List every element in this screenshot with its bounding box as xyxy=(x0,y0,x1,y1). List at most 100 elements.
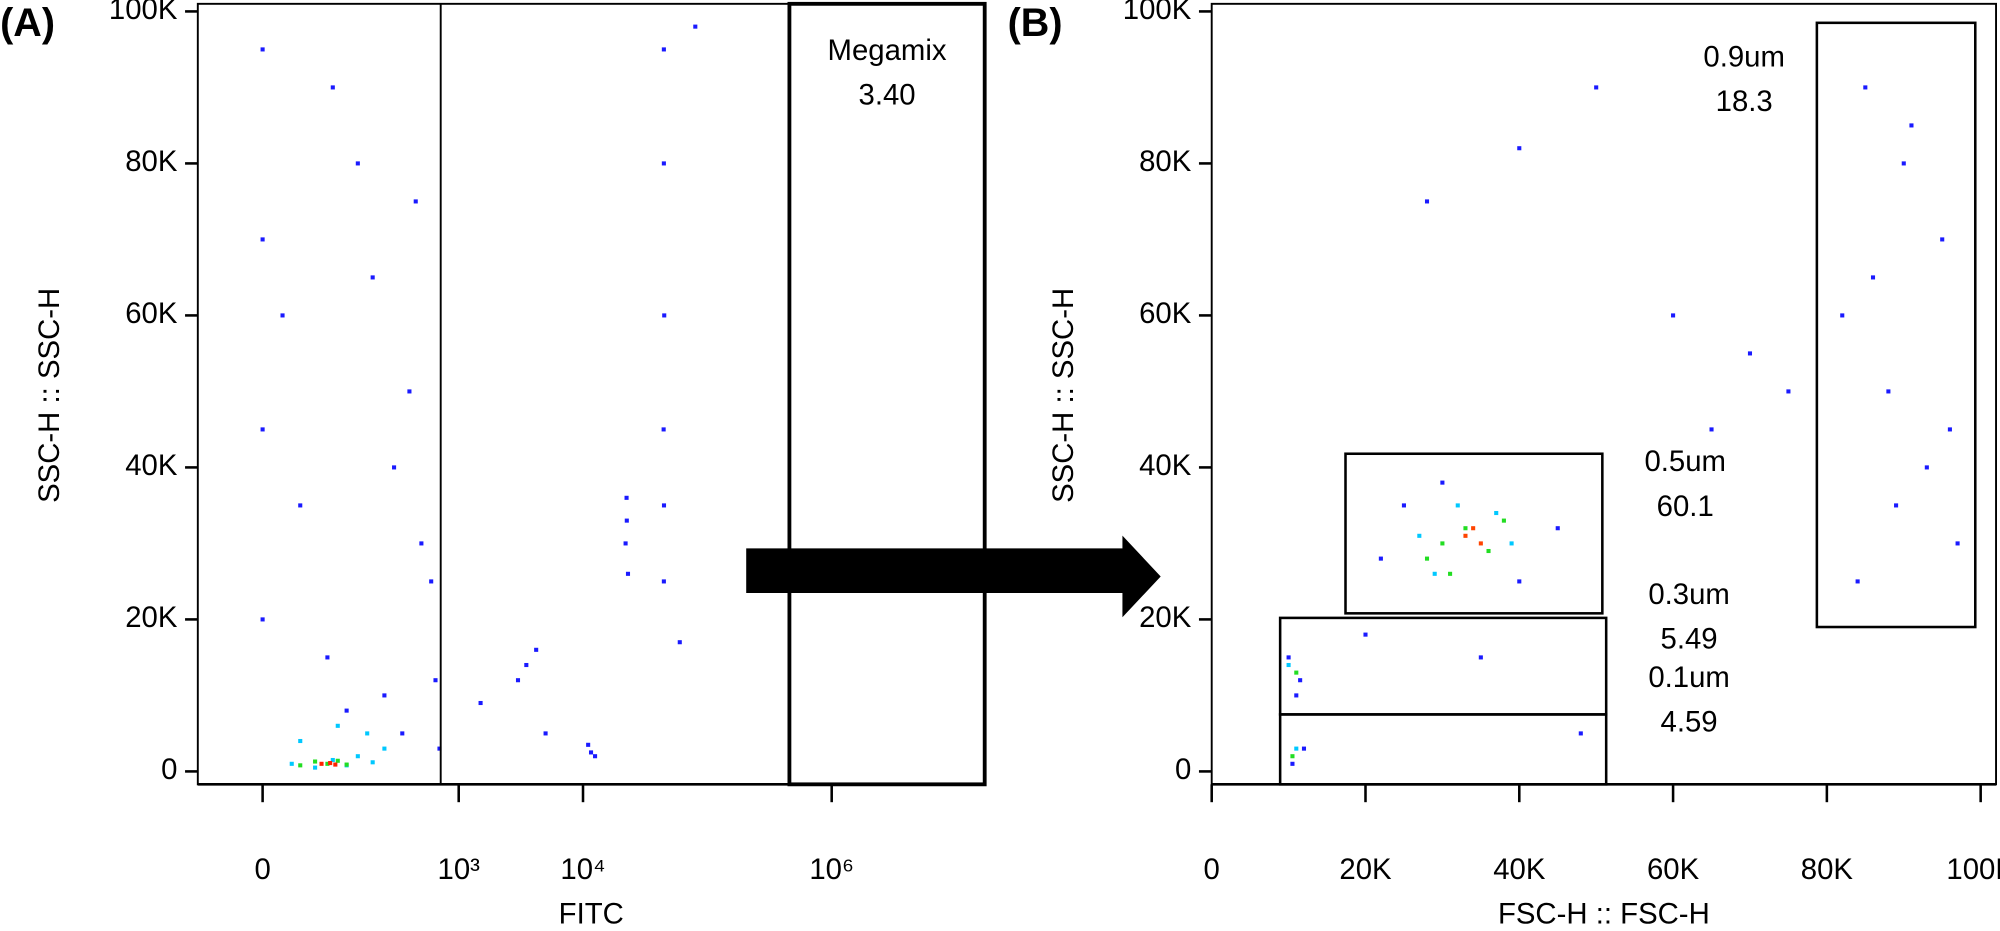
point xyxy=(624,518,629,523)
gate xyxy=(1815,21,1977,629)
point xyxy=(1517,146,1522,151)
point xyxy=(623,541,628,546)
point xyxy=(1290,754,1295,759)
point xyxy=(382,693,387,698)
point xyxy=(515,678,521,683)
point xyxy=(1478,655,1483,660)
point xyxy=(1747,351,1753,356)
point xyxy=(1578,731,1583,736)
point xyxy=(1863,85,1868,90)
x-tick-label: 10³ xyxy=(438,853,481,886)
gate xyxy=(787,1,987,787)
point xyxy=(1909,123,1914,128)
point xyxy=(1709,427,1714,432)
point xyxy=(355,754,360,759)
x-tick-label: 80K xyxy=(1801,853,1854,886)
point xyxy=(1290,761,1295,766)
point xyxy=(298,738,303,744)
point xyxy=(1378,556,1383,561)
x-axis-title: FITC xyxy=(559,897,624,930)
gate-value: 4.59 xyxy=(1661,706,1718,739)
point xyxy=(1494,510,1499,516)
point xyxy=(1286,655,1291,660)
gate-label: 0.1um xyxy=(1648,661,1730,694)
gate-label: Megamix xyxy=(828,34,947,67)
point xyxy=(429,579,434,584)
point xyxy=(1424,556,1430,561)
y-tick-label: 20K xyxy=(1139,601,1192,634)
y-axis-title: SSC-H :: SSC-H xyxy=(33,288,66,503)
point xyxy=(1955,541,1960,546)
point xyxy=(365,731,370,736)
gate xyxy=(1278,713,1608,786)
point xyxy=(1298,678,1303,683)
point xyxy=(328,761,333,766)
point xyxy=(1448,571,1453,576)
point xyxy=(534,647,539,652)
x-tick-label: 20K xyxy=(1339,853,1392,886)
point xyxy=(1478,541,1483,546)
point xyxy=(624,495,629,500)
point xyxy=(588,750,594,755)
point xyxy=(400,731,405,736)
point xyxy=(543,731,548,736)
point xyxy=(661,161,666,166)
point xyxy=(1294,693,1299,698)
y-tick-label: 40K xyxy=(125,449,178,482)
y-tick-label: 100K xyxy=(1123,0,1192,26)
point xyxy=(1294,670,1299,675)
y-tick-label: 60K xyxy=(125,297,178,330)
point xyxy=(260,617,265,622)
point xyxy=(437,746,442,751)
point xyxy=(1509,541,1514,546)
point xyxy=(693,24,698,29)
point xyxy=(661,427,666,432)
y-tick-label: 40K xyxy=(1139,449,1192,482)
plot-frame xyxy=(1210,2,1997,786)
gate-value: 18.3 xyxy=(1716,85,1773,118)
x-axis-title: FSC-H :: FSC-H xyxy=(1498,897,1710,930)
point xyxy=(355,161,360,166)
point xyxy=(344,708,349,713)
point xyxy=(1894,503,1899,508)
y-tick-label: 80K xyxy=(1139,145,1192,178)
point xyxy=(1947,427,1952,432)
point xyxy=(1471,526,1476,531)
gate-value: 5.49 xyxy=(1661,622,1718,655)
point xyxy=(1855,579,1860,584)
point xyxy=(1424,199,1430,204)
point xyxy=(280,313,285,318)
point xyxy=(313,765,318,770)
point xyxy=(662,313,667,318)
point xyxy=(1432,571,1437,576)
point xyxy=(335,723,340,728)
point xyxy=(661,47,666,52)
x-tick-label: 40K xyxy=(1493,853,1546,886)
point xyxy=(1940,237,1945,242)
point xyxy=(260,47,265,52)
point xyxy=(370,760,375,765)
gate-value: 60.1 xyxy=(1657,490,1714,523)
x-tick-label: 60K xyxy=(1647,853,1700,886)
point xyxy=(382,746,387,751)
x-tick-label: 10⁶ xyxy=(809,853,854,886)
point xyxy=(260,237,265,242)
point xyxy=(1517,579,1522,584)
gate-label: 0.3um xyxy=(1648,578,1730,611)
point xyxy=(1594,85,1599,90)
point xyxy=(319,761,324,766)
gate-value: 3.40 xyxy=(859,79,916,112)
point xyxy=(1840,313,1845,318)
point xyxy=(413,199,418,204)
point xyxy=(325,761,330,766)
point xyxy=(313,759,318,764)
x-tick-label: 100K xyxy=(1946,853,2000,886)
point xyxy=(419,541,424,546)
point xyxy=(330,85,335,90)
point xyxy=(478,700,483,706)
y-tick-label: 100K xyxy=(109,0,178,26)
point xyxy=(586,742,591,747)
point xyxy=(1671,313,1676,318)
point xyxy=(1886,389,1891,394)
x-tick-label: 0 xyxy=(254,853,270,886)
